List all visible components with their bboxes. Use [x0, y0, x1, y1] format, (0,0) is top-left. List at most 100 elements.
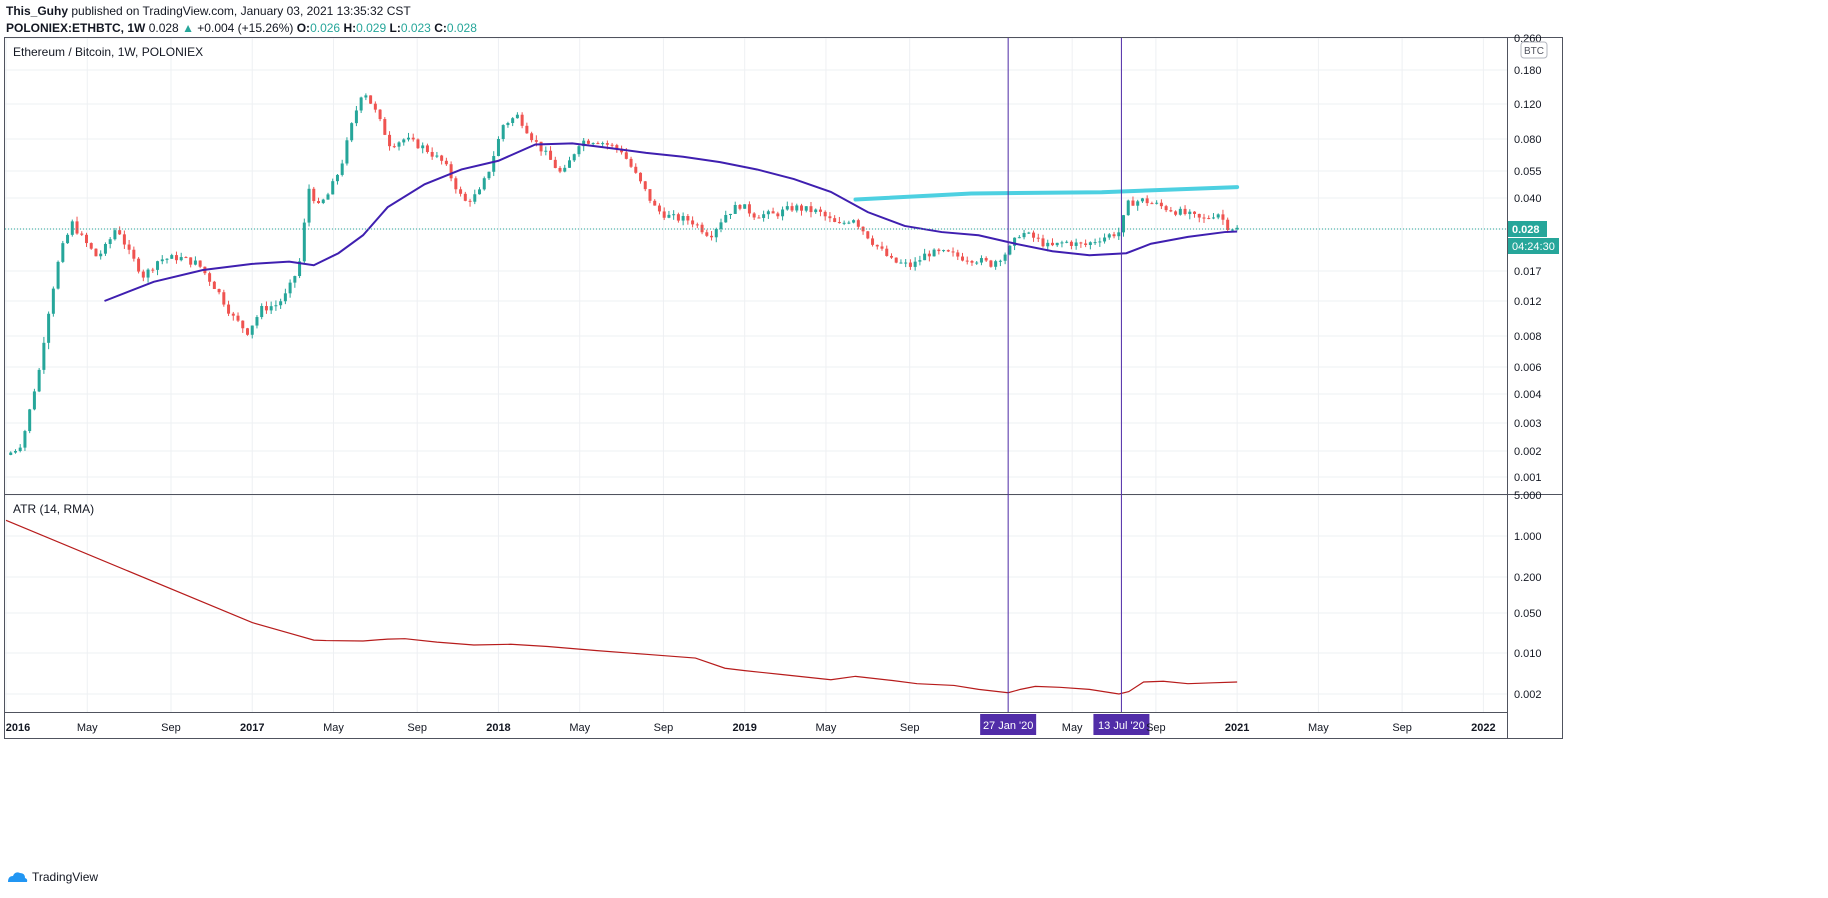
price-tick-label: 0.001	[1514, 472, 1542, 484]
candle-down	[444, 160, 448, 165]
candle-up	[28, 409, 32, 432]
candle-up	[728, 213, 732, 216]
candle-down	[1041, 238, 1045, 247]
candle-down	[463, 193, 467, 201]
candle-up	[298, 261, 302, 277]
candle-up	[1017, 237, 1021, 239]
time-marker-badge[interactable]	[1093, 714, 1150, 735]
candle-up	[402, 139, 406, 143]
candle-down	[833, 218, 837, 222]
candle-up	[582, 140, 586, 147]
candle-up	[56, 261, 60, 289]
open-value: 0.026	[310, 21, 341, 35]
candle-up	[667, 214, 671, 218]
candle-down	[94, 248, 98, 257]
candle-down	[459, 189, 463, 194]
candle-down	[875, 244, 879, 247]
candle-up	[923, 253, 927, 261]
candle-down	[629, 158, 633, 167]
publish-text: published on TradingView.com, January 03…	[71, 4, 411, 18]
candle-down	[1050, 242, 1054, 246]
candle-down	[1183, 208, 1187, 215]
candle-down	[530, 133, 534, 141]
time-marker-badge[interactable]	[980, 714, 1037, 735]
unit-badge[interactable]	[1520, 41, 1548, 59]
candle-down	[866, 231, 870, 239]
candle-down	[425, 145, 429, 152]
ohlc-info: POLONIEX:ETHBTC, 1W 0.028 ▲ +0.004 (+15.…	[6, 21, 477, 35]
candle-up	[814, 209, 818, 213]
candle-down	[643, 181, 647, 190]
candle-up	[918, 260, 922, 262]
candle-up	[501, 125, 505, 140]
candle-down	[828, 216, 832, 219]
candle-down	[937, 249, 941, 252]
candle-down	[757, 217, 761, 219]
candle-up	[482, 178, 486, 190]
candle-up	[1216, 214, 1220, 218]
candle-down	[984, 258, 988, 261]
atr-tick-label: 5.000	[1514, 490, 1542, 502]
candle-up	[279, 301, 283, 306]
candle-up	[847, 222, 851, 224]
candle-up	[61, 243, 65, 262]
candle-up	[1103, 237, 1107, 242]
candle-down	[184, 257, 188, 259]
candle-up	[1003, 254, 1007, 261]
candle-up	[340, 163, 344, 175]
candle-up	[1230, 229, 1234, 231]
candle-up	[99, 253, 103, 257]
candle-down	[596, 143, 600, 145]
price-tick-label: 0.006	[1514, 362, 1542, 374]
candle-down	[1159, 202, 1163, 207]
brand-label: TradingView	[32, 870, 99, 884]
last-value: 0.028	[148, 21, 179, 35]
time-tick-label: 2022	[1471, 722, 1495, 734]
candle-down	[686, 215, 690, 221]
candle-down	[430, 151, 434, 157]
candle-up	[9, 452, 13, 455]
candle-down	[440, 155, 444, 161]
candle-down	[1221, 214, 1225, 220]
trendline[interactable]	[853, 185, 1240, 202]
candle-down	[965, 260, 969, 262]
main-pane[interactable]	[5, 38, 1507, 494]
candle-down	[605, 143, 609, 145]
candle-up	[577, 146, 581, 155]
candle-down	[691, 220, 695, 225]
candle-up	[1055, 242, 1059, 246]
candle-up	[492, 156, 496, 172]
time-tick-label: 2017	[240, 722, 264, 734]
candle-up	[781, 209, 785, 217]
candle-down	[752, 213, 756, 218]
candle-up	[563, 167, 567, 172]
candle-up	[942, 250, 946, 252]
candle-down	[558, 167, 562, 172]
atr-pane[interactable]	[5, 494, 1507, 712]
price-tick-label: 0.012	[1514, 296, 1542, 308]
candle-down	[227, 304, 231, 314]
candle-down	[1069, 241, 1073, 246]
candle-down	[132, 249, 136, 259]
time-marker-label: 13 Jul '20	[1098, 720, 1145, 732]
candle-down	[198, 260, 202, 267]
last-price-label: 0.028	[1512, 224, 1540, 236]
candle-up	[274, 305, 278, 307]
candle-up	[544, 150, 548, 152]
candle-down	[534, 140, 538, 142]
candle-up	[1211, 217, 1215, 219]
candle-up	[852, 220, 856, 223]
candle-up	[1060, 242, 1064, 244]
candle-down	[151, 269, 155, 271]
candle-down	[1202, 217, 1206, 219]
candle-down	[1032, 232, 1036, 238]
candle-up	[288, 282, 292, 294]
time-tick-label: 2016	[6, 722, 30, 734]
high-value: 0.029	[356, 21, 387, 35]
candle-down	[927, 253, 931, 257]
candle-down	[624, 152, 628, 159]
candle-up	[160, 259, 164, 262]
candle-down	[771, 211, 775, 214]
low-label: L:	[389, 21, 401, 35]
